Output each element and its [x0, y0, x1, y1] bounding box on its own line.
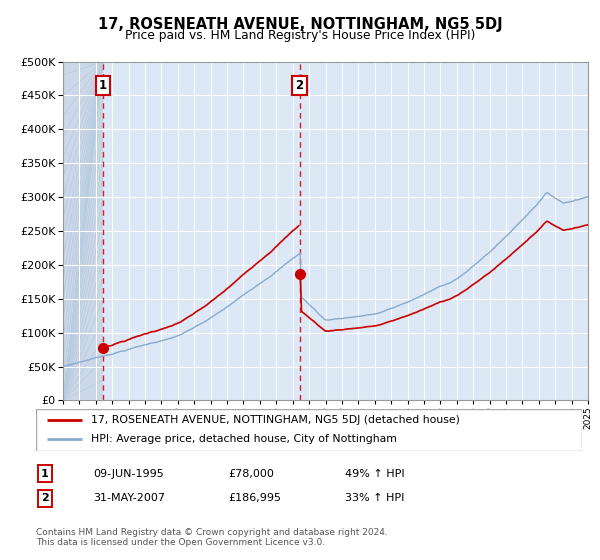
Text: £186,995: £186,995: [228, 493, 281, 503]
Text: 1: 1: [41, 469, 49, 479]
Text: 17, ROSENEATH AVENUE, NOTTINGHAM, NG5 5DJ: 17, ROSENEATH AVENUE, NOTTINGHAM, NG5 5D…: [98, 17, 502, 32]
Text: Contains HM Land Registry data © Crown copyright and database right 2024.
This d: Contains HM Land Registry data © Crown c…: [36, 528, 388, 547]
Text: 2: 2: [296, 79, 304, 92]
FancyBboxPatch shape: [36, 409, 582, 451]
Text: Price paid vs. HM Land Registry's House Price Index (HPI): Price paid vs. HM Land Registry's House …: [125, 29, 475, 42]
Text: 49% ↑ HPI: 49% ↑ HPI: [345, 469, 404, 479]
Text: 31-MAY-2007: 31-MAY-2007: [93, 493, 165, 503]
Text: £78,000: £78,000: [228, 469, 274, 479]
Bar: [63, 62, 103, 400]
Text: 33% ↑ HPI: 33% ↑ HPI: [345, 493, 404, 503]
Text: 1: 1: [99, 79, 107, 92]
Bar: [63, 62, 103, 400]
Text: 2: 2: [41, 493, 49, 503]
Text: HPI: Average price, detached house, City of Nottingham: HPI: Average price, detached house, City…: [91, 435, 397, 445]
Text: 17, ROSENEATH AVENUE, NOTTINGHAM, NG5 5DJ (detached house): 17, ROSENEATH AVENUE, NOTTINGHAM, NG5 5D…: [91, 415, 460, 425]
Text: 09-JUN-1995: 09-JUN-1995: [93, 469, 164, 479]
